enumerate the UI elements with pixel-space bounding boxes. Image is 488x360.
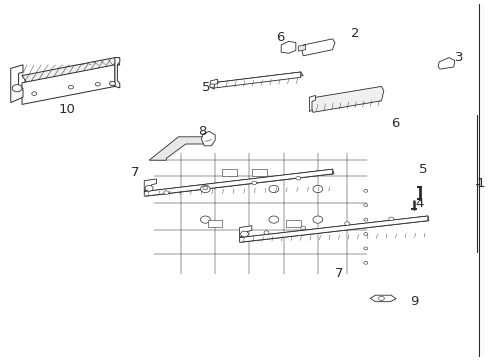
Polygon shape: [437, 58, 454, 69]
Text: 3: 3: [454, 51, 462, 64]
Polygon shape: [11, 65, 23, 103]
Circle shape: [363, 247, 367, 250]
Polygon shape: [22, 65, 115, 104]
Circle shape: [12, 85, 22, 92]
Circle shape: [32, 92, 37, 95]
Circle shape: [264, 231, 268, 234]
Circle shape: [300, 226, 305, 230]
Circle shape: [251, 181, 256, 185]
Polygon shape: [149, 137, 371, 277]
Circle shape: [209, 84, 214, 87]
Circle shape: [363, 204, 367, 207]
Bar: [285, 220, 300, 227]
Bar: [249, 7, 478, 130]
Polygon shape: [239, 226, 251, 237]
Circle shape: [388, 217, 393, 221]
Text: 5: 5: [418, 163, 427, 176]
Polygon shape: [201, 131, 215, 146]
Polygon shape: [115, 58, 120, 88]
Bar: [5, 4, 132, 155]
Polygon shape: [302, 39, 334, 56]
Bar: [207, 220, 222, 227]
Text: 9: 9: [409, 295, 417, 308]
Circle shape: [200, 216, 210, 223]
Circle shape: [268, 185, 278, 193]
Polygon shape: [310, 86, 383, 112]
Polygon shape: [239, 216, 427, 242]
Circle shape: [163, 191, 168, 194]
Circle shape: [203, 186, 207, 190]
Text: 10: 10: [59, 103, 76, 116]
Text: 7: 7: [131, 166, 139, 179]
Polygon shape: [22, 58, 120, 83]
Circle shape: [240, 231, 248, 237]
Circle shape: [363, 189, 367, 192]
Circle shape: [109, 81, 115, 86]
Polygon shape: [144, 169, 332, 196]
Bar: [416, 198, 422, 200]
Text: 6: 6: [276, 31, 284, 44]
Polygon shape: [298, 45, 305, 51]
Circle shape: [200, 185, 210, 193]
Polygon shape: [369, 295, 395, 302]
Polygon shape: [210, 79, 217, 89]
Circle shape: [95, 82, 100, 86]
Bar: [222, 169, 237, 176]
Text: 2: 2: [350, 27, 359, 40]
Circle shape: [295, 176, 300, 180]
Circle shape: [68, 85, 73, 89]
Bar: [410, 208, 416, 210]
Text: 6: 6: [390, 117, 399, 130]
Circle shape: [312, 185, 322, 193]
Polygon shape: [212, 72, 303, 86]
Circle shape: [344, 222, 349, 225]
Polygon shape: [239, 216, 428, 242]
Circle shape: [363, 233, 367, 235]
Text: 7: 7: [334, 267, 343, 280]
Circle shape: [363, 218, 367, 221]
Polygon shape: [149, 137, 212, 160]
Text: 5: 5: [202, 81, 210, 94]
Polygon shape: [144, 169, 333, 196]
Text: 8: 8: [198, 125, 206, 138]
Circle shape: [268, 216, 278, 223]
Polygon shape: [144, 179, 156, 191]
Bar: [134, 4, 481, 356]
Polygon shape: [309, 95, 315, 112]
Circle shape: [363, 261, 367, 264]
Text: 1: 1: [476, 177, 484, 190]
Text: 4: 4: [415, 197, 423, 210]
Bar: [251, 169, 266, 176]
Circle shape: [145, 185, 153, 191]
Circle shape: [378, 296, 384, 301]
Polygon shape: [212, 72, 300, 88]
Bar: [416, 186, 422, 188]
Polygon shape: [281, 41, 295, 53]
Circle shape: [312, 216, 322, 223]
